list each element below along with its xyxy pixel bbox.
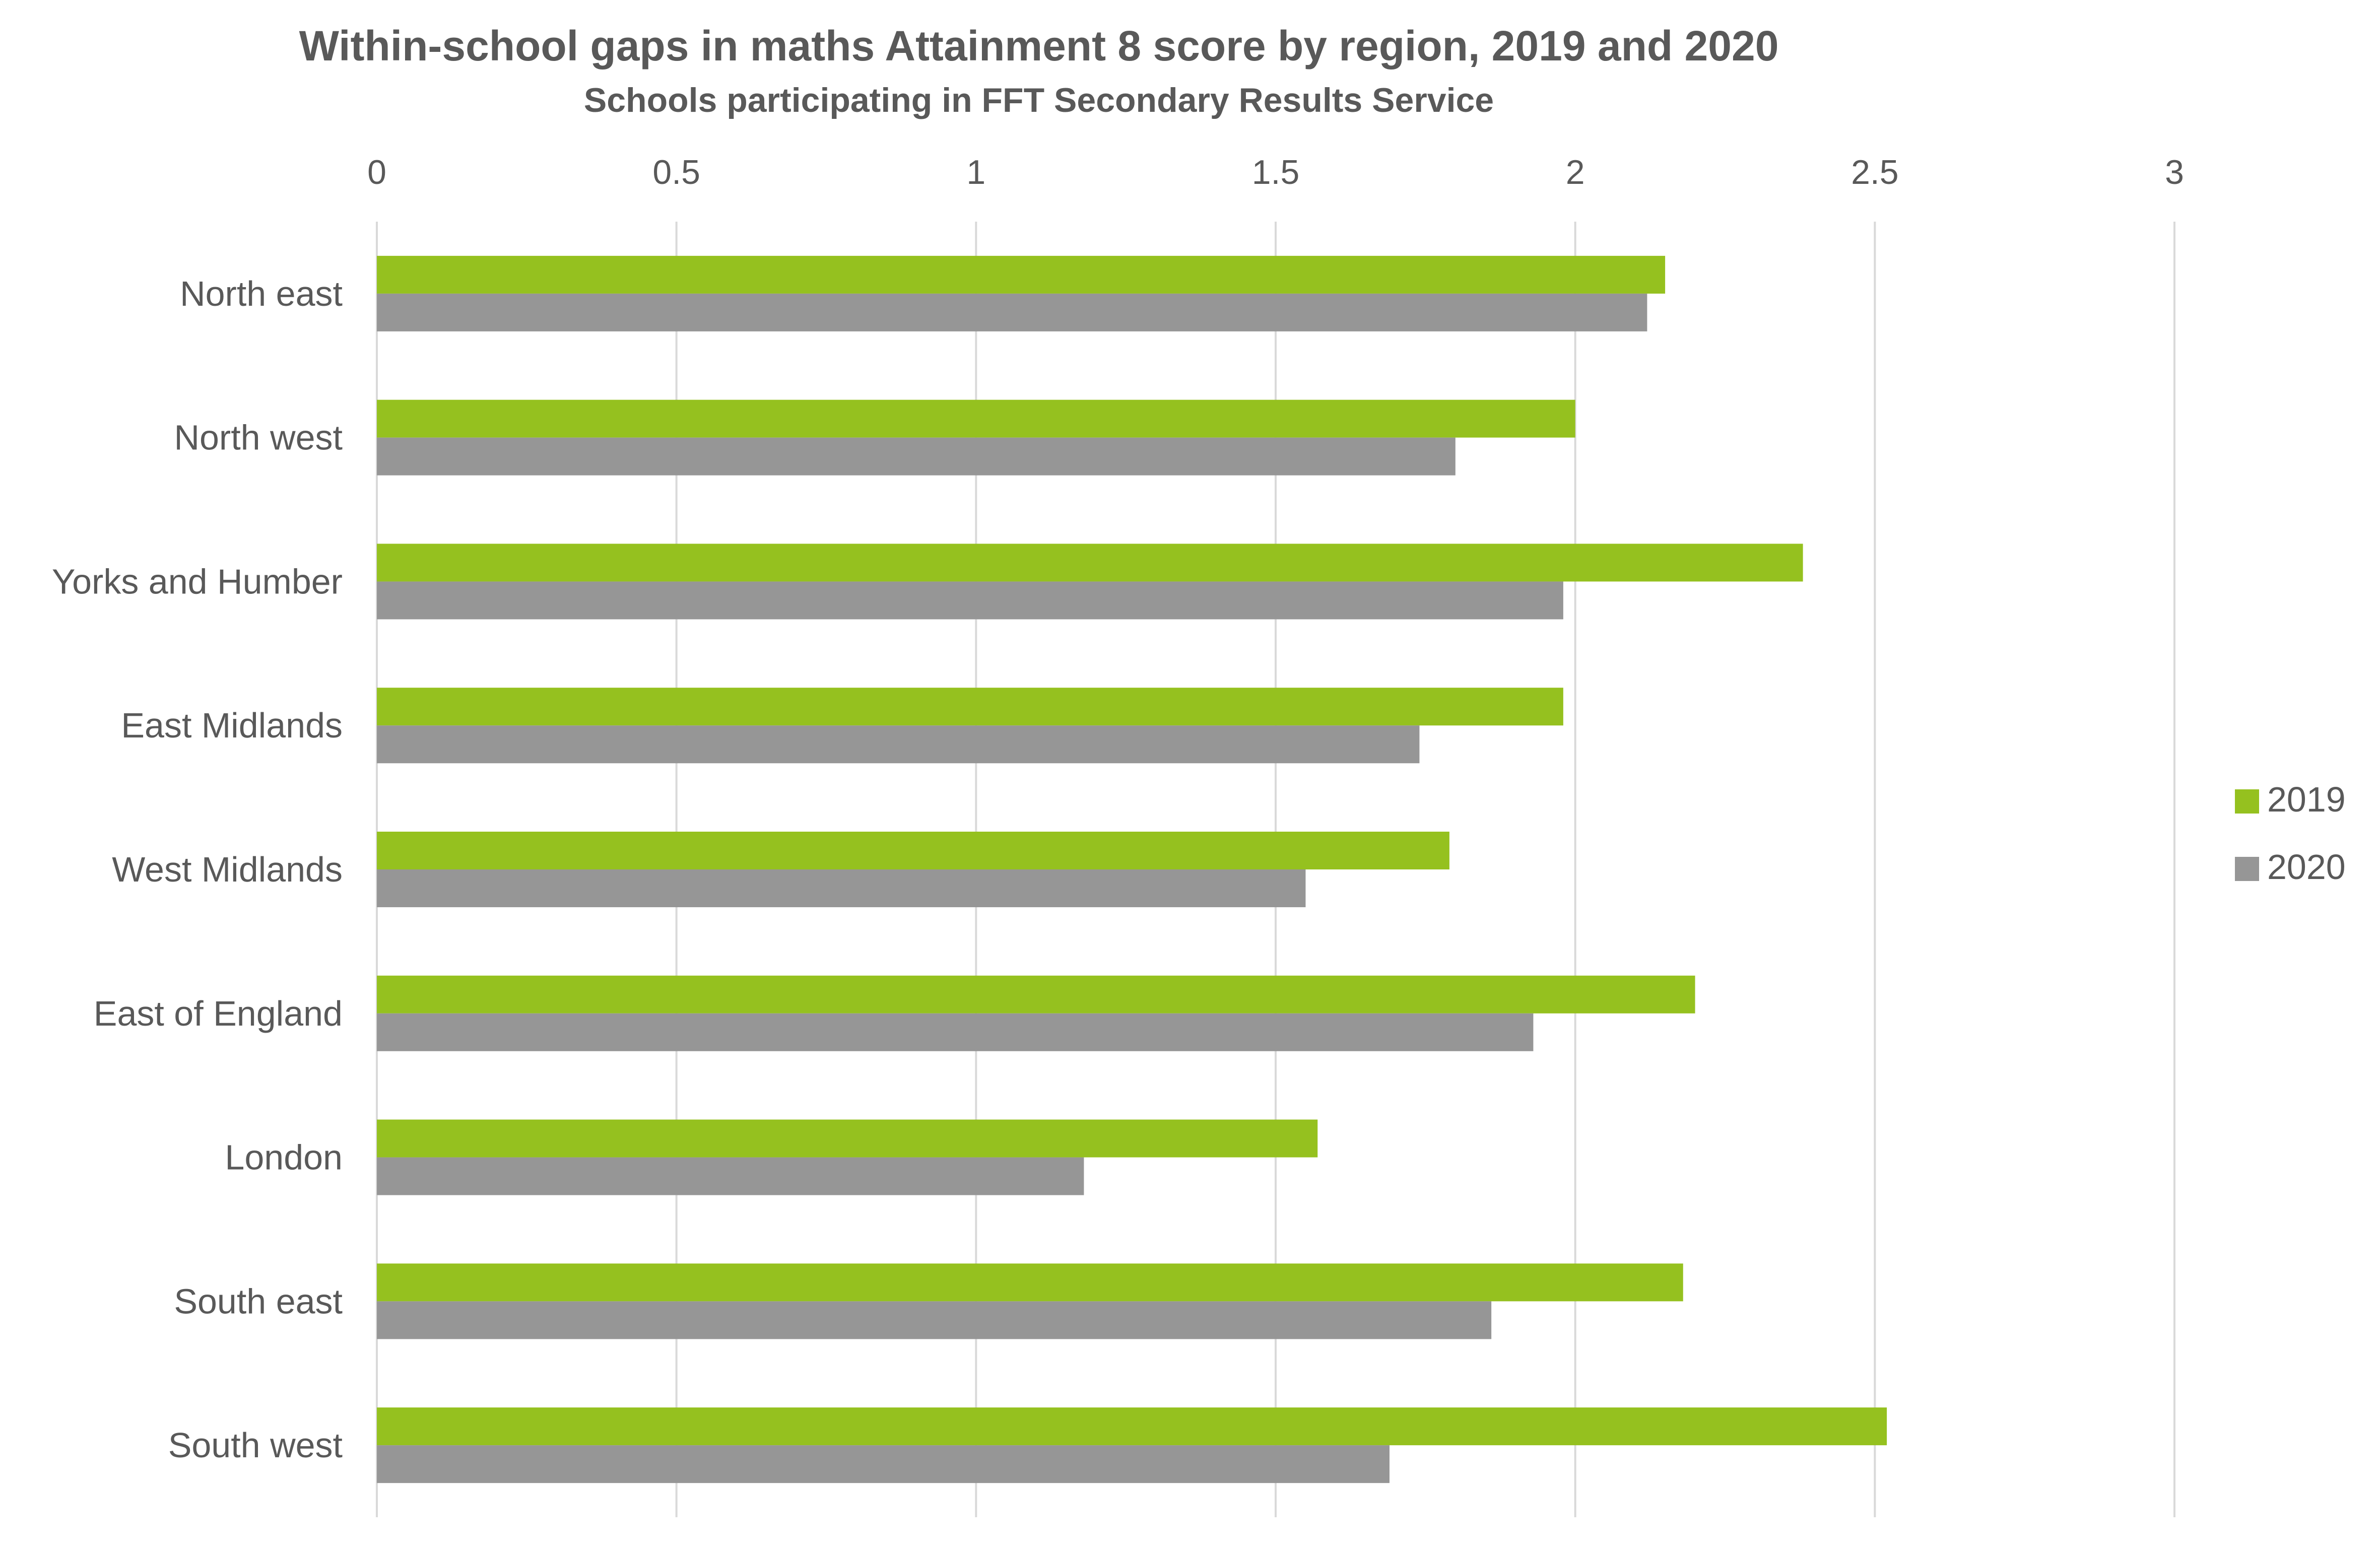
bar-2019-yorks-and-humber bbox=[377, 544, 1803, 582]
bar-2019-south-west bbox=[377, 1407, 1887, 1446]
bar-2019-north-west bbox=[377, 399, 1575, 438]
legend-swatch-2020 bbox=[2235, 857, 2259, 881]
category-label: South east bbox=[174, 1281, 343, 1321]
chart-title: Within-school gaps in maths Attainment 8… bbox=[299, 22, 1779, 70]
bars bbox=[377, 255, 1887, 1483]
bar-2019-london bbox=[377, 1119, 1318, 1158]
category-label: East of England bbox=[94, 994, 343, 1033]
chart-subtitle: Schools participating in FFT Secondary R… bbox=[584, 81, 1494, 119]
legend-swatch-2019 bbox=[2235, 789, 2259, 814]
x-tick-label: 1.5 bbox=[1252, 153, 1300, 191]
x-tick-label: 2.5 bbox=[1851, 153, 1899, 191]
legend-label-2020: 2020 bbox=[2267, 847, 2346, 887]
category-label: East Midlands bbox=[121, 706, 343, 745]
bar-2019-west-midlands bbox=[377, 832, 1449, 869]
category-label: North west bbox=[174, 418, 343, 457]
legend-label-2019: 2019 bbox=[2267, 780, 2346, 819]
bar-2020-london bbox=[377, 1157, 1084, 1195]
category-labels: North east North west Yorks and Humber East… bbox=[52, 274, 343, 1465]
x-axis-tick-labels: 0 0.5 1 1.5 2 2.5 3 bbox=[367, 153, 2184, 191]
category-label: London bbox=[225, 1138, 343, 1177]
bar-2020-yorks-and-humber bbox=[377, 581, 1563, 620]
x-tick-label: 3 bbox=[2165, 153, 2184, 191]
x-tick-label: 0 bbox=[367, 153, 386, 191]
x-tick-label: 0.5 bbox=[652, 153, 700, 191]
x-tick-label: 1 bbox=[966, 153, 985, 191]
bar-2020-north-west bbox=[377, 437, 1456, 476]
category-label: West Midlands bbox=[112, 850, 343, 889]
category-label: South west bbox=[168, 1426, 343, 1465]
x-tick-label: 2 bbox=[1566, 153, 1585, 191]
bar-2020-west-midlands bbox=[377, 869, 1306, 907]
bar-2020-north-east bbox=[377, 293, 1647, 331]
bar-2019-east-midlands bbox=[377, 688, 1563, 726]
category-label: Yorks and Humber bbox=[52, 562, 343, 601]
bar-2020-south-west bbox=[377, 1445, 1390, 1483]
category-label: North east bbox=[180, 274, 343, 313]
bar-2019-north-east bbox=[377, 255, 1666, 294]
bar-2019-east-of-england bbox=[377, 975, 1695, 1014]
bar-2020-south-east bbox=[377, 1301, 1492, 1339]
bar-2020-east-of-england bbox=[377, 1013, 1534, 1051]
bar-2019-south-east bbox=[377, 1263, 1683, 1302]
bar-2020-east-midlands bbox=[377, 725, 1420, 764]
legend: 2019 2020 bbox=[2235, 780, 2346, 887]
